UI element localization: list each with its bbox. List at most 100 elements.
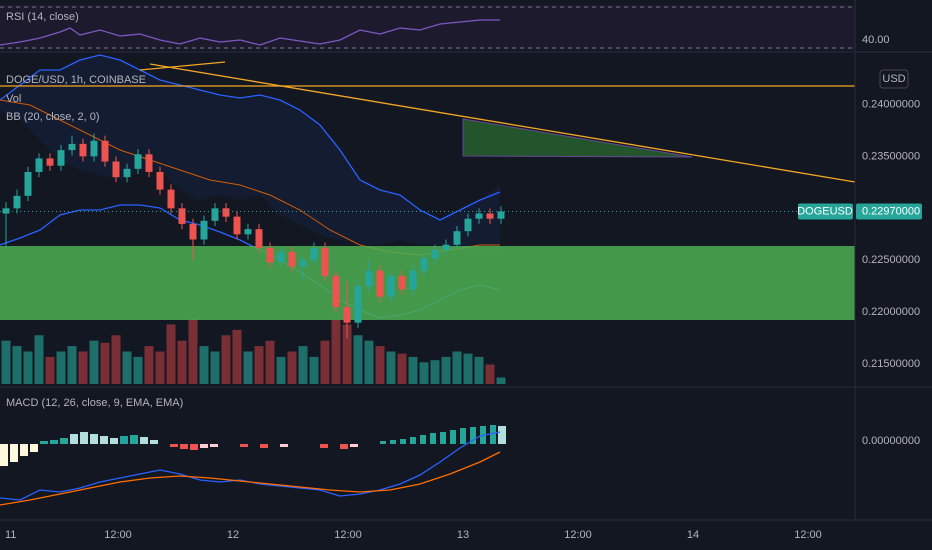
volume-bar xyxy=(298,346,308,384)
volume-bar xyxy=(89,340,99,384)
candle-body xyxy=(178,208,186,224)
volume-bar xyxy=(166,324,176,384)
candle-body xyxy=(288,251,296,267)
candle-body xyxy=(354,286,362,323)
x-tick-label: 12:00 xyxy=(104,529,132,541)
volume-bar xyxy=(122,351,132,384)
volume-bar xyxy=(45,356,55,384)
candle-body xyxy=(376,270,384,297)
x-tick-label: 13 xyxy=(457,529,469,541)
x-tick-label: 14 xyxy=(687,529,699,541)
candle-body xyxy=(332,275,340,308)
currency-badge[interactable] xyxy=(879,69,909,89)
volume-bar xyxy=(320,340,330,384)
candle-body xyxy=(211,208,219,221)
candle-body xyxy=(156,171,164,190)
volume-bar xyxy=(12,346,22,384)
candle-body xyxy=(277,251,285,263)
volume-bar xyxy=(133,356,143,384)
volume-bar xyxy=(342,324,352,384)
y-tick-label: 0.21500000 xyxy=(862,358,920,370)
candle-body xyxy=(310,247,318,261)
volume-bar xyxy=(155,351,165,384)
candle-body xyxy=(222,208,230,217)
x-tick-label: 12:00 xyxy=(794,529,822,541)
volume-bar xyxy=(221,335,231,384)
y-tick-label: 0.22000000 xyxy=(862,306,920,318)
x-tick-label: 12:00 xyxy=(334,529,362,541)
candle-body xyxy=(112,161,120,178)
volume-bar xyxy=(265,340,275,384)
candle-body xyxy=(409,270,417,290)
candle-body xyxy=(431,249,439,259)
volume-bar xyxy=(100,342,110,384)
macd-histogram xyxy=(40,432,158,444)
candle-body xyxy=(2,208,10,214)
bb-legend: BB (20, close, 2, 0) xyxy=(6,111,100,123)
macd-histogram xyxy=(170,444,358,450)
bb-fill xyxy=(0,55,500,255)
symbol-tag xyxy=(798,203,853,220)
volume-bar xyxy=(463,353,473,384)
volume-bar xyxy=(254,346,264,384)
candle-body xyxy=(57,150,65,166)
volume-bar xyxy=(210,351,220,384)
symbol-title: DOGE/USD, 1h, COINBASE xyxy=(6,74,146,86)
price-tag-label: 0.22970000 xyxy=(862,205,920,217)
candle-body xyxy=(123,168,131,178)
bb-upper xyxy=(0,54,501,221)
y-tick-label: 0.24000000 xyxy=(862,98,920,110)
volume-bar xyxy=(353,335,363,384)
macd-tick: 0.00000000 xyxy=(862,435,920,447)
candle-body xyxy=(189,223,197,240)
candle-body xyxy=(365,270,373,287)
price-tag xyxy=(856,203,922,220)
volume-bar xyxy=(485,364,495,384)
candle-body xyxy=(299,260,307,267)
rsi-legend: RSI (14, close) xyxy=(6,11,79,23)
volume-bar xyxy=(144,346,154,384)
volume-bar xyxy=(111,335,121,384)
vol-legend: Vol xyxy=(6,93,21,105)
candle-body xyxy=(497,211,505,219)
rsi-line xyxy=(0,19,500,46)
x-tick-label: 11 xyxy=(5,529,16,541)
volume-bar xyxy=(364,340,374,384)
volume-bar xyxy=(441,356,451,384)
candle-body xyxy=(464,218,472,232)
signal-line xyxy=(0,451,501,506)
zone-rectangle xyxy=(0,246,855,320)
volume-bar xyxy=(199,346,209,384)
candle-body xyxy=(387,275,395,297)
candle-body xyxy=(233,216,241,235)
candle-body xyxy=(266,247,274,263)
trend-line xyxy=(139,61,226,71)
candle-body xyxy=(453,231,461,245)
macd-histogram xyxy=(0,444,38,466)
volume-bar xyxy=(243,351,253,384)
currency[interactable]: USD xyxy=(882,73,905,85)
candle-body xyxy=(486,213,494,219)
volume-bar xyxy=(56,351,66,384)
candle-body xyxy=(134,154,142,169)
volume-bar xyxy=(188,319,198,384)
volume-bar xyxy=(67,346,77,384)
candle-body xyxy=(68,143,76,151)
candle-body xyxy=(24,171,32,196)
candle-body xyxy=(475,213,483,219)
volume-bar xyxy=(232,329,242,384)
volume-bar xyxy=(474,356,484,384)
volume-bar xyxy=(331,319,341,384)
candle-body xyxy=(35,158,43,172)
volume-bar xyxy=(386,351,396,384)
volume-bar xyxy=(1,340,11,384)
volume-bar xyxy=(287,351,297,384)
candle-body xyxy=(398,275,406,290)
candle-body xyxy=(46,158,54,166)
candle-body xyxy=(321,247,329,276)
candle-body xyxy=(79,143,87,157)
volume-bar xyxy=(177,340,187,384)
volume-bar xyxy=(496,377,506,384)
y-tick-label: 0.22500000 xyxy=(862,254,920,266)
